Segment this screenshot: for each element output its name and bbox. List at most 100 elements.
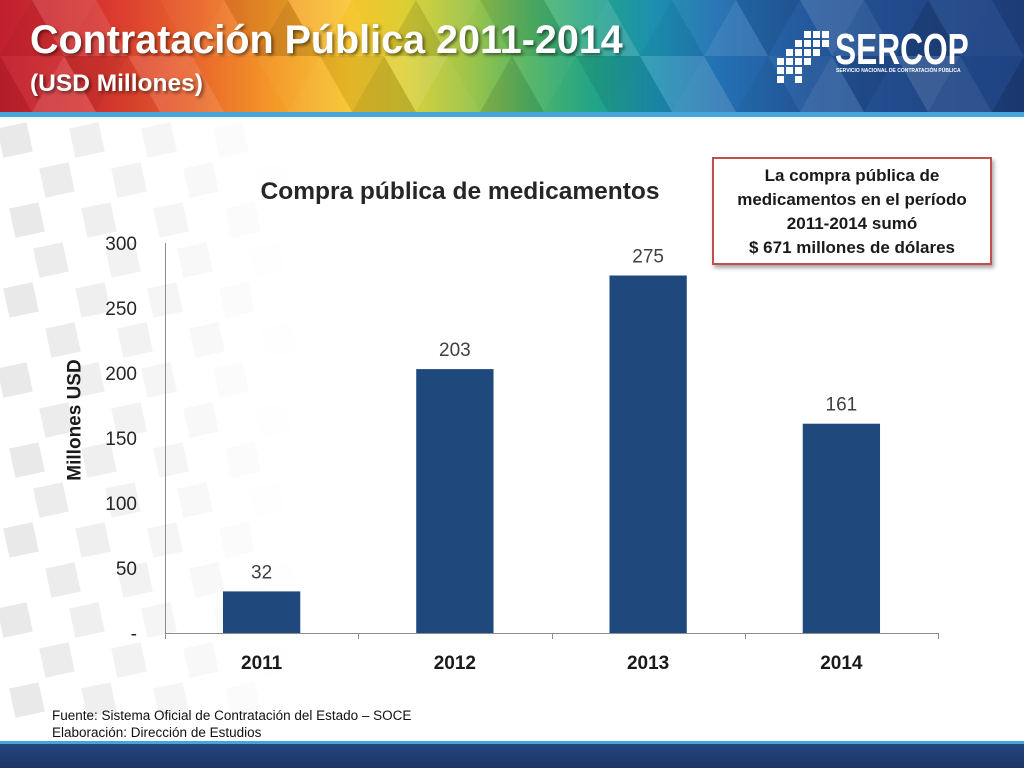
background-square — [111, 162, 147, 198]
background-square — [141, 602, 177, 638]
logo-grid-square — [822, 31, 829, 38]
background-square — [3, 522, 39, 558]
footer-band — [0, 744, 1024, 768]
header-pattern-triangle — [224, 0, 288, 56]
background-square — [81, 682, 117, 718]
header-pattern-triangle — [832, 56, 896, 112]
logo-grid-square — [795, 40, 802, 47]
background-square — [117, 322, 153, 358]
background-square — [219, 522, 255, 558]
background-square — [153, 442, 189, 478]
logo-name: SERCOP — [835, 25, 969, 74]
logo-grid-square — [795, 76, 802, 83]
background-square — [33, 242, 69, 278]
background-square — [189, 322, 225, 358]
summary-callout: La compra pública de medicamentos en el … — [712, 157, 992, 265]
header-pattern-triangle — [352, 56, 416, 112]
background-square — [111, 402, 147, 438]
sercop-logo-icon — [777, 31, 829, 83]
logo-grid-square — [786, 67, 793, 74]
credit-note: Elaboración: Dirección de Estudios — [52, 725, 262, 740]
background-square — [9, 202, 45, 238]
header-pattern-triangle — [32, 56, 96, 112]
header-pattern-triangle — [384, 0, 448, 56]
header-pattern-triangle — [992, 0, 1024, 56]
background-square — [0, 362, 33, 398]
logo-grid-square — [786, 49, 793, 56]
header-pattern-triangle — [608, 56, 672, 112]
background-square — [69, 362, 105, 398]
y-tick-label: 200 — [105, 364, 137, 385]
data-label-2012: 203 — [439, 340, 471, 361]
header-pattern-triangle — [512, 0, 576, 56]
x-tick-label-2011: 2011 — [241, 653, 283, 674]
logo-grid-square — [777, 76, 784, 83]
header-pattern-triangle — [736, 0, 800, 56]
background-square — [9, 682, 45, 718]
chart-title: Compra pública de medicamentos — [260, 178, 660, 205]
logo-grid-square — [804, 31, 811, 38]
background-square — [183, 162, 219, 198]
header-pattern-triangle — [192, 0, 256, 56]
logo-grid-square — [804, 58, 811, 65]
background-square — [189, 562, 225, 598]
logo-grid-square — [777, 58, 784, 65]
background-square — [183, 642, 219, 678]
callout-line: La compra pública de — [764, 166, 940, 185]
header-pattern-triangle — [896, 0, 960, 56]
background-square — [141, 122, 177, 158]
header-pattern-triangle — [704, 0, 768, 56]
header-pattern-triangle — [128, 56, 192, 112]
header-pattern-triangle — [480, 0, 544, 56]
header-pattern-triangle — [800, 56, 864, 112]
page-title: Contratación Pública 2011-2014 — [30, 18, 623, 62]
background-square — [45, 322, 81, 358]
background-square — [3, 282, 39, 318]
header-pattern-triangle — [672, 0, 736, 56]
background-square — [69, 602, 105, 638]
logo-grid-square — [795, 58, 802, 65]
background-square — [81, 442, 117, 478]
background-square — [39, 162, 75, 198]
background-square — [75, 282, 111, 318]
bar-2013 — [609, 275, 687, 633]
header-pattern-triangle — [64, 56, 128, 112]
header-pattern-triangle — [992, 56, 1024, 112]
header-pattern-triangle — [32, 0, 96, 56]
background-square — [33, 482, 69, 518]
logo-grid-square — [804, 49, 811, 56]
background-square — [225, 682, 261, 718]
y-tick-label: 100 — [105, 494, 137, 515]
background-square — [153, 682, 189, 718]
x-tick-label-2013: 2013 — [627, 653, 669, 674]
header-pattern-triangle — [288, 56, 352, 112]
header-pattern-triangle — [640, 56, 704, 112]
background-square — [69, 122, 105, 158]
header-pattern-triangle — [896, 56, 960, 112]
header-pattern — [0, 0, 1024, 112]
background-square — [213, 362, 249, 398]
header-pattern-triangle — [256, 56, 320, 112]
header-pattern-triangle — [480, 56, 544, 112]
header-pattern-triangle — [800, 0, 864, 56]
background-square — [117, 562, 153, 598]
header-pattern-triangle — [576, 0, 640, 56]
y-tick-label: - — [131, 624, 137, 645]
data-label-2011: 32 — [251, 562, 272, 583]
header-pattern-triangle — [384, 56, 448, 112]
background-square — [45, 562, 81, 598]
header-pattern-triangle — [416, 0, 480, 56]
background-square — [75, 522, 111, 558]
background-square — [0, 122, 33, 158]
header-pattern-triangle — [0, 56, 32, 112]
data-label-2014: 161 — [826, 395, 858, 416]
callout-line: medicamentos en el período — [737, 190, 967, 209]
header-pattern-triangle — [928, 56, 992, 112]
header-pattern-triangle — [544, 0, 608, 56]
background-square — [39, 402, 75, 438]
header-pattern-triangle — [288, 0, 352, 56]
background-square — [105, 242, 141, 278]
background-square — [153, 202, 189, 238]
x-tick-label-2012: 2012 — [434, 653, 476, 674]
header-banner: Contratación Pública 2011-2014 (USD Mill… — [0, 0, 1024, 112]
